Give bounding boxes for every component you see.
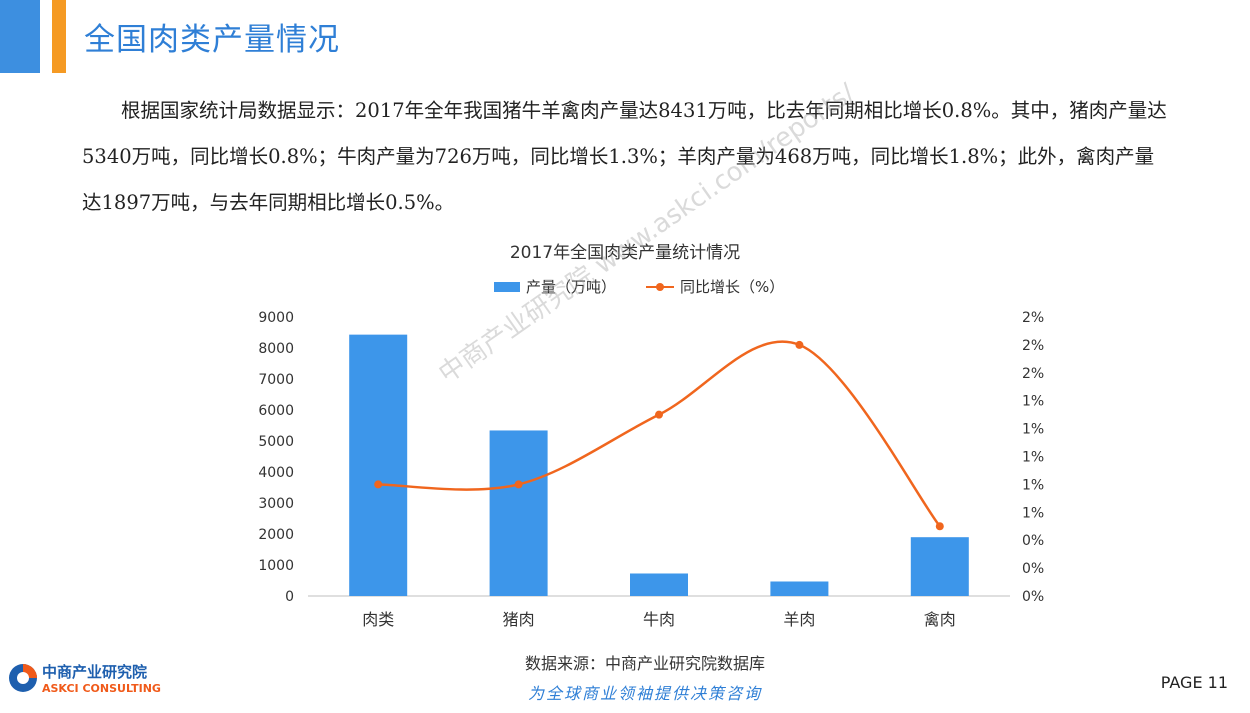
- y-right-tick-label: 0%: [1022, 589, 1044, 605]
- title-accent-orange: [52, 0, 66, 73]
- legend-item-line: 同比增长（%）: [646, 276, 784, 297]
- growth-point-禽肉: [935, 522, 944, 531]
- logo-name-en: ASKCI CONSULTING: [42, 682, 161, 695]
- y-left-tick-label: 1000: [258, 558, 294, 574]
- title-accent-blue: [0, 0, 40, 73]
- growth-line: [378, 340, 941, 528]
- x-category-label: 猪肉: [503, 610, 535, 629]
- chart-title: 2017年全国肉类产量统计情况: [509, 243, 741, 263]
- page-title: 全国肉类产量情况: [84, 22, 340, 58]
- logo-name-cn: 中商产业研究院: [42, 663, 148, 681]
- y-right-tick-label: 0%: [1022, 533, 1044, 549]
- page-number: PAGE 11: [1160, 673, 1228, 692]
- bar-牛肉: [630, 573, 688, 596]
- legend-line-label: 同比增长（%）: [680, 278, 785, 296]
- legend-bar-swatch: [494, 281, 520, 292]
- bar-猪肉: [489, 430, 548, 596]
- growth-point-猪肉: [514, 480, 523, 489]
- y-left-tick-label: 4000: [258, 465, 294, 481]
- x-category-label: 牛肉: [643, 610, 675, 629]
- bar-肉类: [349, 334, 408, 596]
- growth-point-肉类: [374, 480, 383, 489]
- x-category-label: 羊肉: [783, 610, 815, 629]
- logo-icon: [8, 663, 38, 693]
- y-left-tick-label: 2000: [258, 527, 294, 543]
- y-right-tick-label: 2%: [1022, 310, 1044, 326]
- company-logo: 中商产业研究院 ASKCI CONSULTING: [8, 661, 161, 695]
- y-left-tick-label: 3000: [258, 496, 294, 512]
- y-left-tick-label: 9000: [258, 310, 294, 326]
- growth-point-牛肉: [655, 410, 663, 419]
- growth-point-羊肉: [795, 340, 804, 349]
- y-left-tick-label: 8000: [258, 341, 294, 357]
- legend-item-bar: 产量（万吨）: [494, 276, 616, 297]
- data-source: 数据来源：中商产业研究院数据库: [524, 654, 765, 673]
- y-left-tick-label: 0: [285, 589, 294, 605]
- x-category-label: 肉类: [362, 610, 394, 629]
- slogan: 为全球商业领袖提供决策咨询: [527, 684, 762, 703]
- y-left-tick-label: 5000: [258, 434, 294, 450]
- x-category-label: 禽肉: [924, 610, 956, 629]
- legend-line-swatch: [646, 282, 675, 291]
- y-left-tick-label: 7000: [258, 372, 294, 388]
- y-right-tick-label: 2%: [1022, 338, 1044, 354]
- y-right-tick-label: 1%: [1022, 394, 1044, 410]
- y-right-tick-label: 2%: [1022, 366, 1044, 382]
- y-right-tick-label: 1%: [1022, 505, 1044, 521]
- intro-paragraph: 根据国家统计局数据显示：2017年全年我国猪牛羊禽肉产量达8431万吨，比去年同…: [82, 99, 1167, 214]
- legend-bar-label: 产量（万吨）: [526, 278, 617, 296]
- y-right-tick-label: 1%: [1022, 422, 1044, 438]
- bar-禽肉: [910, 537, 969, 596]
- y-right-tick-label: 1%: [1022, 450, 1044, 466]
- y-right-tick-label: 0%: [1022, 561, 1044, 577]
- bar-羊肉: [770, 581, 829, 596]
- y-left-tick-label: 6000: [258, 403, 294, 419]
- chart-legend: 产量（万吨） 同比增长（%）: [494, 276, 814, 297]
- y-right-tick-label: 1%: [1022, 477, 1044, 493]
